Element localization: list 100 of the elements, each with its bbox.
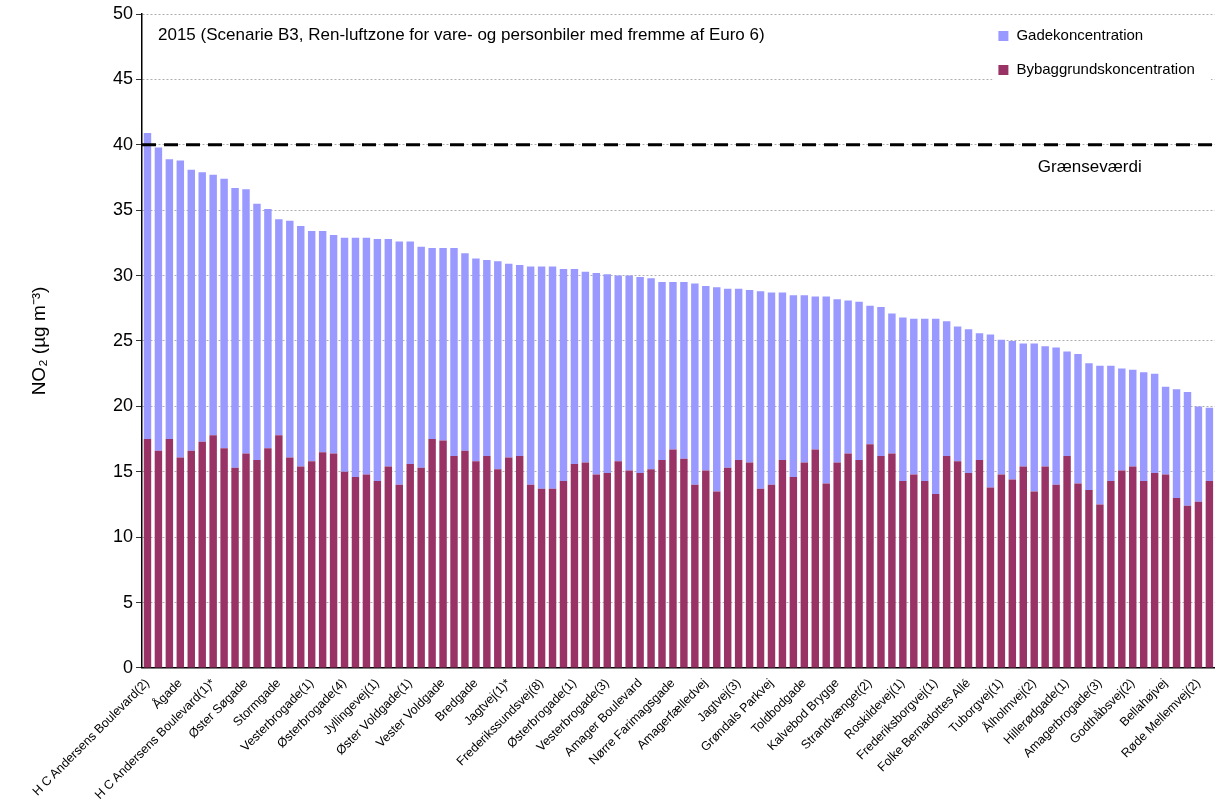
- bar: [888, 313, 896, 454]
- y-tick-label: 50: [112, 2, 133, 23]
- bar: [472, 461, 480, 668]
- bar: [176, 160, 185, 458]
- bar: [559, 269, 568, 481]
- bar: [1008, 340, 1017, 480]
- bar: [855, 301, 863, 460]
- bar: [307, 461, 316, 668]
- bar: [275, 435, 283, 668]
- y-tick-label: 10: [112, 526, 133, 547]
- bar: [866, 305, 874, 445]
- bar: [953, 461, 962, 668]
- bar: [1052, 484, 1060, 668]
- bar: [1118, 470, 1126, 668]
- bar: [745, 462, 754, 668]
- y-tick-label: 5: [122, 591, 133, 612]
- bar: [154, 450, 163, 668]
- bar: [318, 231, 327, 453]
- bar: [581, 462, 590, 668]
- bar: [931, 318, 940, 495]
- bar: [515, 265, 524, 457]
- bar: [362, 474, 371, 668]
- bar: [822, 483, 830, 668]
- bar: [778, 460, 787, 668]
- bar: [384, 466, 393, 668]
- bar: [997, 339, 1006, 475]
- bar: [964, 329, 973, 474]
- bar: [734, 288, 743, 460]
- bar: [964, 473, 973, 668]
- bar: [329, 235, 338, 454]
- y-tick-label: 40: [112, 133, 133, 154]
- bar: [143, 439, 152, 668]
- bar: [1085, 363, 1093, 491]
- bar: [505, 457, 513, 668]
- bar: [483, 259, 491, 457]
- bar: [822, 296, 830, 484]
- bar: [253, 460, 261, 668]
- bar: [1129, 466, 1137, 668]
- bar: [723, 467, 732, 668]
- bar: [833, 462, 841, 668]
- bar: [209, 435, 217, 668]
- bar: [275, 219, 283, 436]
- bar: [1183, 505, 1192, 668]
- bar: [505, 263, 513, 458]
- bar: [253, 203, 261, 460]
- bar: [220, 178, 228, 449]
- bar: [789, 477, 798, 668]
- bar: [187, 450, 195, 668]
- bar: [899, 480, 907, 668]
- bar: [844, 453, 852, 668]
- bar: [592, 474, 601, 668]
- bar: [494, 469, 502, 668]
- bar: [1183, 391, 1192, 506]
- bar: [286, 220, 294, 458]
- bar: [428, 248, 436, 440]
- bar: [165, 159, 174, 440]
- bar: [756, 291, 765, 489]
- bar: [340, 237, 349, 472]
- bar: [1205, 407, 1214, 481]
- bar: [592, 272, 601, 475]
- bar: [417, 246, 425, 468]
- bar: [515, 456, 524, 668]
- bar: [680, 458, 688, 668]
- bar: [231, 187, 239, 468]
- bar: [767, 292, 776, 485]
- bar: [264, 208, 272, 449]
- bar: [581, 271, 590, 463]
- bar: [439, 440, 447, 668]
- bar: [975, 460, 984, 668]
- y-tick-label: 30: [112, 264, 133, 285]
- bar: [384, 238, 393, 467]
- bar: [1052, 347, 1060, 485]
- bar: [680, 282, 688, 459]
- bar: [614, 461, 622, 668]
- bar: [1139, 372, 1148, 481]
- y-tick-label: 20: [112, 395, 133, 416]
- bar: [1172, 389, 1181, 498]
- bar: [297, 466, 305, 668]
- bar: [351, 237, 360, 477]
- bar: [187, 169, 195, 451]
- bar: [1096, 504, 1104, 668]
- bar: [986, 487, 995, 668]
- bar: [318, 452, 327, 668]
- bar: [461, 253, 469, 451]
- bar: [997, 474, 1006, 668]
- bar: [877, 456, 885, 668]
- bar: [1030, 343, 1038, 492]
- bar: [636, 276, 644, 474]
- bar: [428, 439, 436, 668]
- bar: [537, 266, 546, 489]
- bar: [942, 456, 951, 668]
- bar: [756, 488, 765, 668]
- bar: [1172, 497, 1181, 668]
- legend-label: Bybaggrundskoncentration: [1016, 60, 1195, 78]
- bar: [658, 282, 666, 460]
- bar: [1041, 466, 1049, 668]
- bar: [866, 444, 874, 668]
- bar: [1074, 354, 1082, 484]
- bar: [526, 484, 535, 668]
- text: 2015 (Scenarie B3, Ren-luftzone for vare- og personbiler med fremme af Euro 6): [158, 24, 765, 44]
